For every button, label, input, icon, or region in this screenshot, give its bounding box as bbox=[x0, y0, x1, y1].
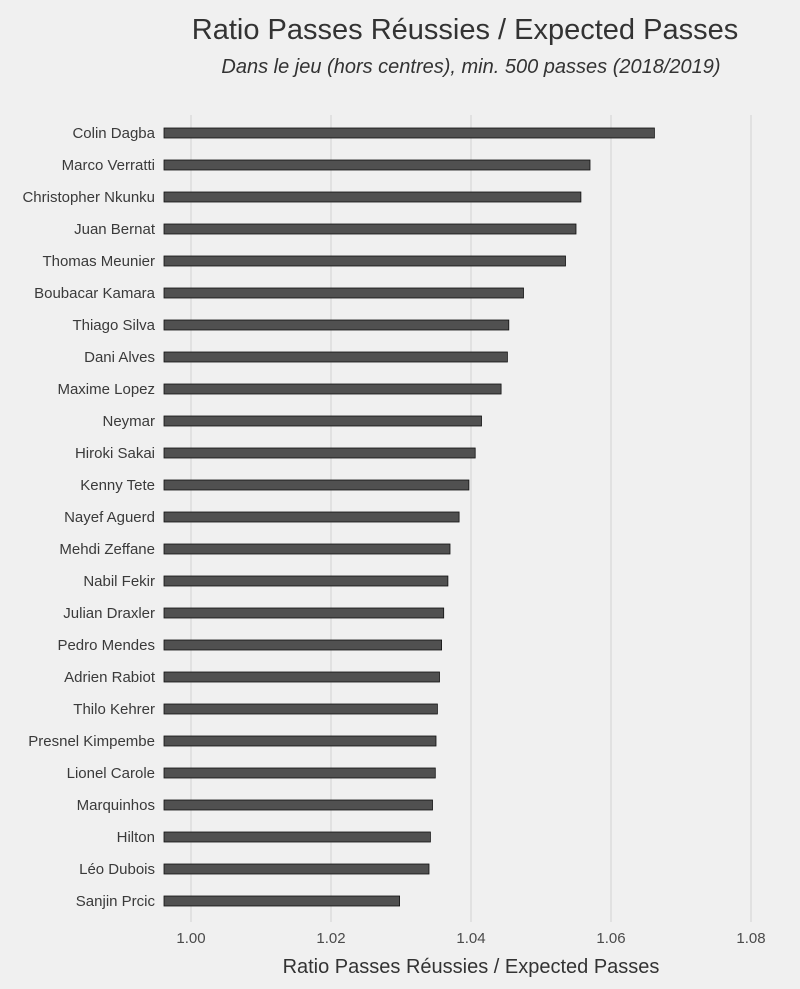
y-category-label: Dani Alves bbox=[84, 349, 155, 366]
bar bbox=[163, 223, 577, 235]
bar bbox=[163, 799, 433, 811]
bars bbox=[163, 127, 655, 907]
bar bbox=[163, 767, 436, 779]
bar bbox=[163, 863, 430, 875]
bar bbox=[163, 735, 437, 747]
bar bbox=[163, 895, 401, 907]
bar bbox=[163, 671, 440, 683]
x-tick-label: 1.08 bbox=[736, 930, 765, 947]
y-category-label: Marquinhos bbox=[77, 797, 155, 814]
x-tick-label: 1.00 bbox=[176, 930, 205, 947]
y-category-label: Presnel Kimpembe bbox=[28, 733, 155, 750]
bar bbox=[163, 127, 655, 139]
chart-subtitle: Dans le jeu (hors centres), min. 500 pas… bbox=[221, 56, 721, 78]
y-category-label: Thilo Kehrer bbox=[73, 701, 155, 718]
bar bbox=[163, 575, 449, 587]
x-axis-label: Ratio Passes Réussies / Expected Passes bbox=[283, 956, 660, 978]
y-category-label: Maxime Lopez bbox=[57, 381, 155, 398]
x-tick-label: 1.02 bbox=[316, 930, 345, 947]
bar bbox=[163, 607, 445, 619]
y-category-label: Pedro Mendes bbox=[57, 637, 155, 654]
y-category-label: Neymar bbox=[102, 413, 155, 430]
bar bbox=[163, 159, 591, 171]
bar bbox=[163, 319, 510, 331]
y-category-label: Christopher Nkunku bbox=[22, 189, 155, 206]
bar bbox=[163, 415, 482, 427]
bar bbox=[163, 479, 470, 491]
bar bbox=[163, 543, 451, 555]
bar bbox=[163, 511, 460, 523]
bar bbox=[163, 351, 508, 363]
y-category-label: Thiago Silva bbox=[72, 317, 155, 334]
y-category-label: Nabil Fekir bbox=[83, 573, 155, 590]
y-category-label: Thomas Meunier bbox=[42, 253, 155, 270]
bar bbox=[163, 191, 582, 203]
bar bbox=[163, 447, 476, 459]
y-category-label: Kenny Tete bbox=[80, 477, 155, 494]
y-category-label: Adrien Rabiot bbox=[64, 669, 156, 686]
y-category-label: Léo Dubois bbox=[79, 861, 155, 878]
y-category-label: Boubacar Kamara bbox=[34, 285, 156, 302]
x-tick-label: 1.06 bbox=[596, 930, 625, 947]
y-category-label: Sanjin Prcic bbox=[76, 893, 156, 910]
y-category-label: Hilton bbox=[117, 829, 155, 846]
y-category-label: Julian Draxler bbox=[63, 605, 155, 622]
y-category-label: Marco Verratti bbox=[62, 157, 155, 174]
x-axis-ticks: 1.00 1.02 1.04 1.06 1.08 bbox=[176, 930, 765, 947]
bar bbox=[163, 703, 438, 715]
y-axis-labels: Colin Dagba Marco Verratti Christopher Nku… bbox=[22, 125, 155, 910]
y-category-label: Nayef Aguerd bbox=[64, 509, 155, 526]
chart-title: Ratio Passes Réussies / Expected Passes bbox=[191, 14, 739, 46]
y-category-label: Hiroki Sakai bbox=[75, 445, 155, 462]
bar bbox=[163, 831, 431, 843]
bar bbox=[163, 639, 443, 651]
y-category-label: Juan Bernat bbox=[74, 221, 156, 238]
bar bbox=[163, 255, 566, 267]
x-tick-label: 1.04 bbox=[456, 930, 485, 947]
y-category-label: Mehdi Zeffane bbox=[59, 541, 155, 558]
y-category-label: Lionel Carole bbox=[67, 765, 155, 782]
y-category-label: Colin Dagba bbox=[72, 125, 155, 142]
bar bbox=[163, 383, 502, 395]
bar bbox=[163, 287, 524, 299]
